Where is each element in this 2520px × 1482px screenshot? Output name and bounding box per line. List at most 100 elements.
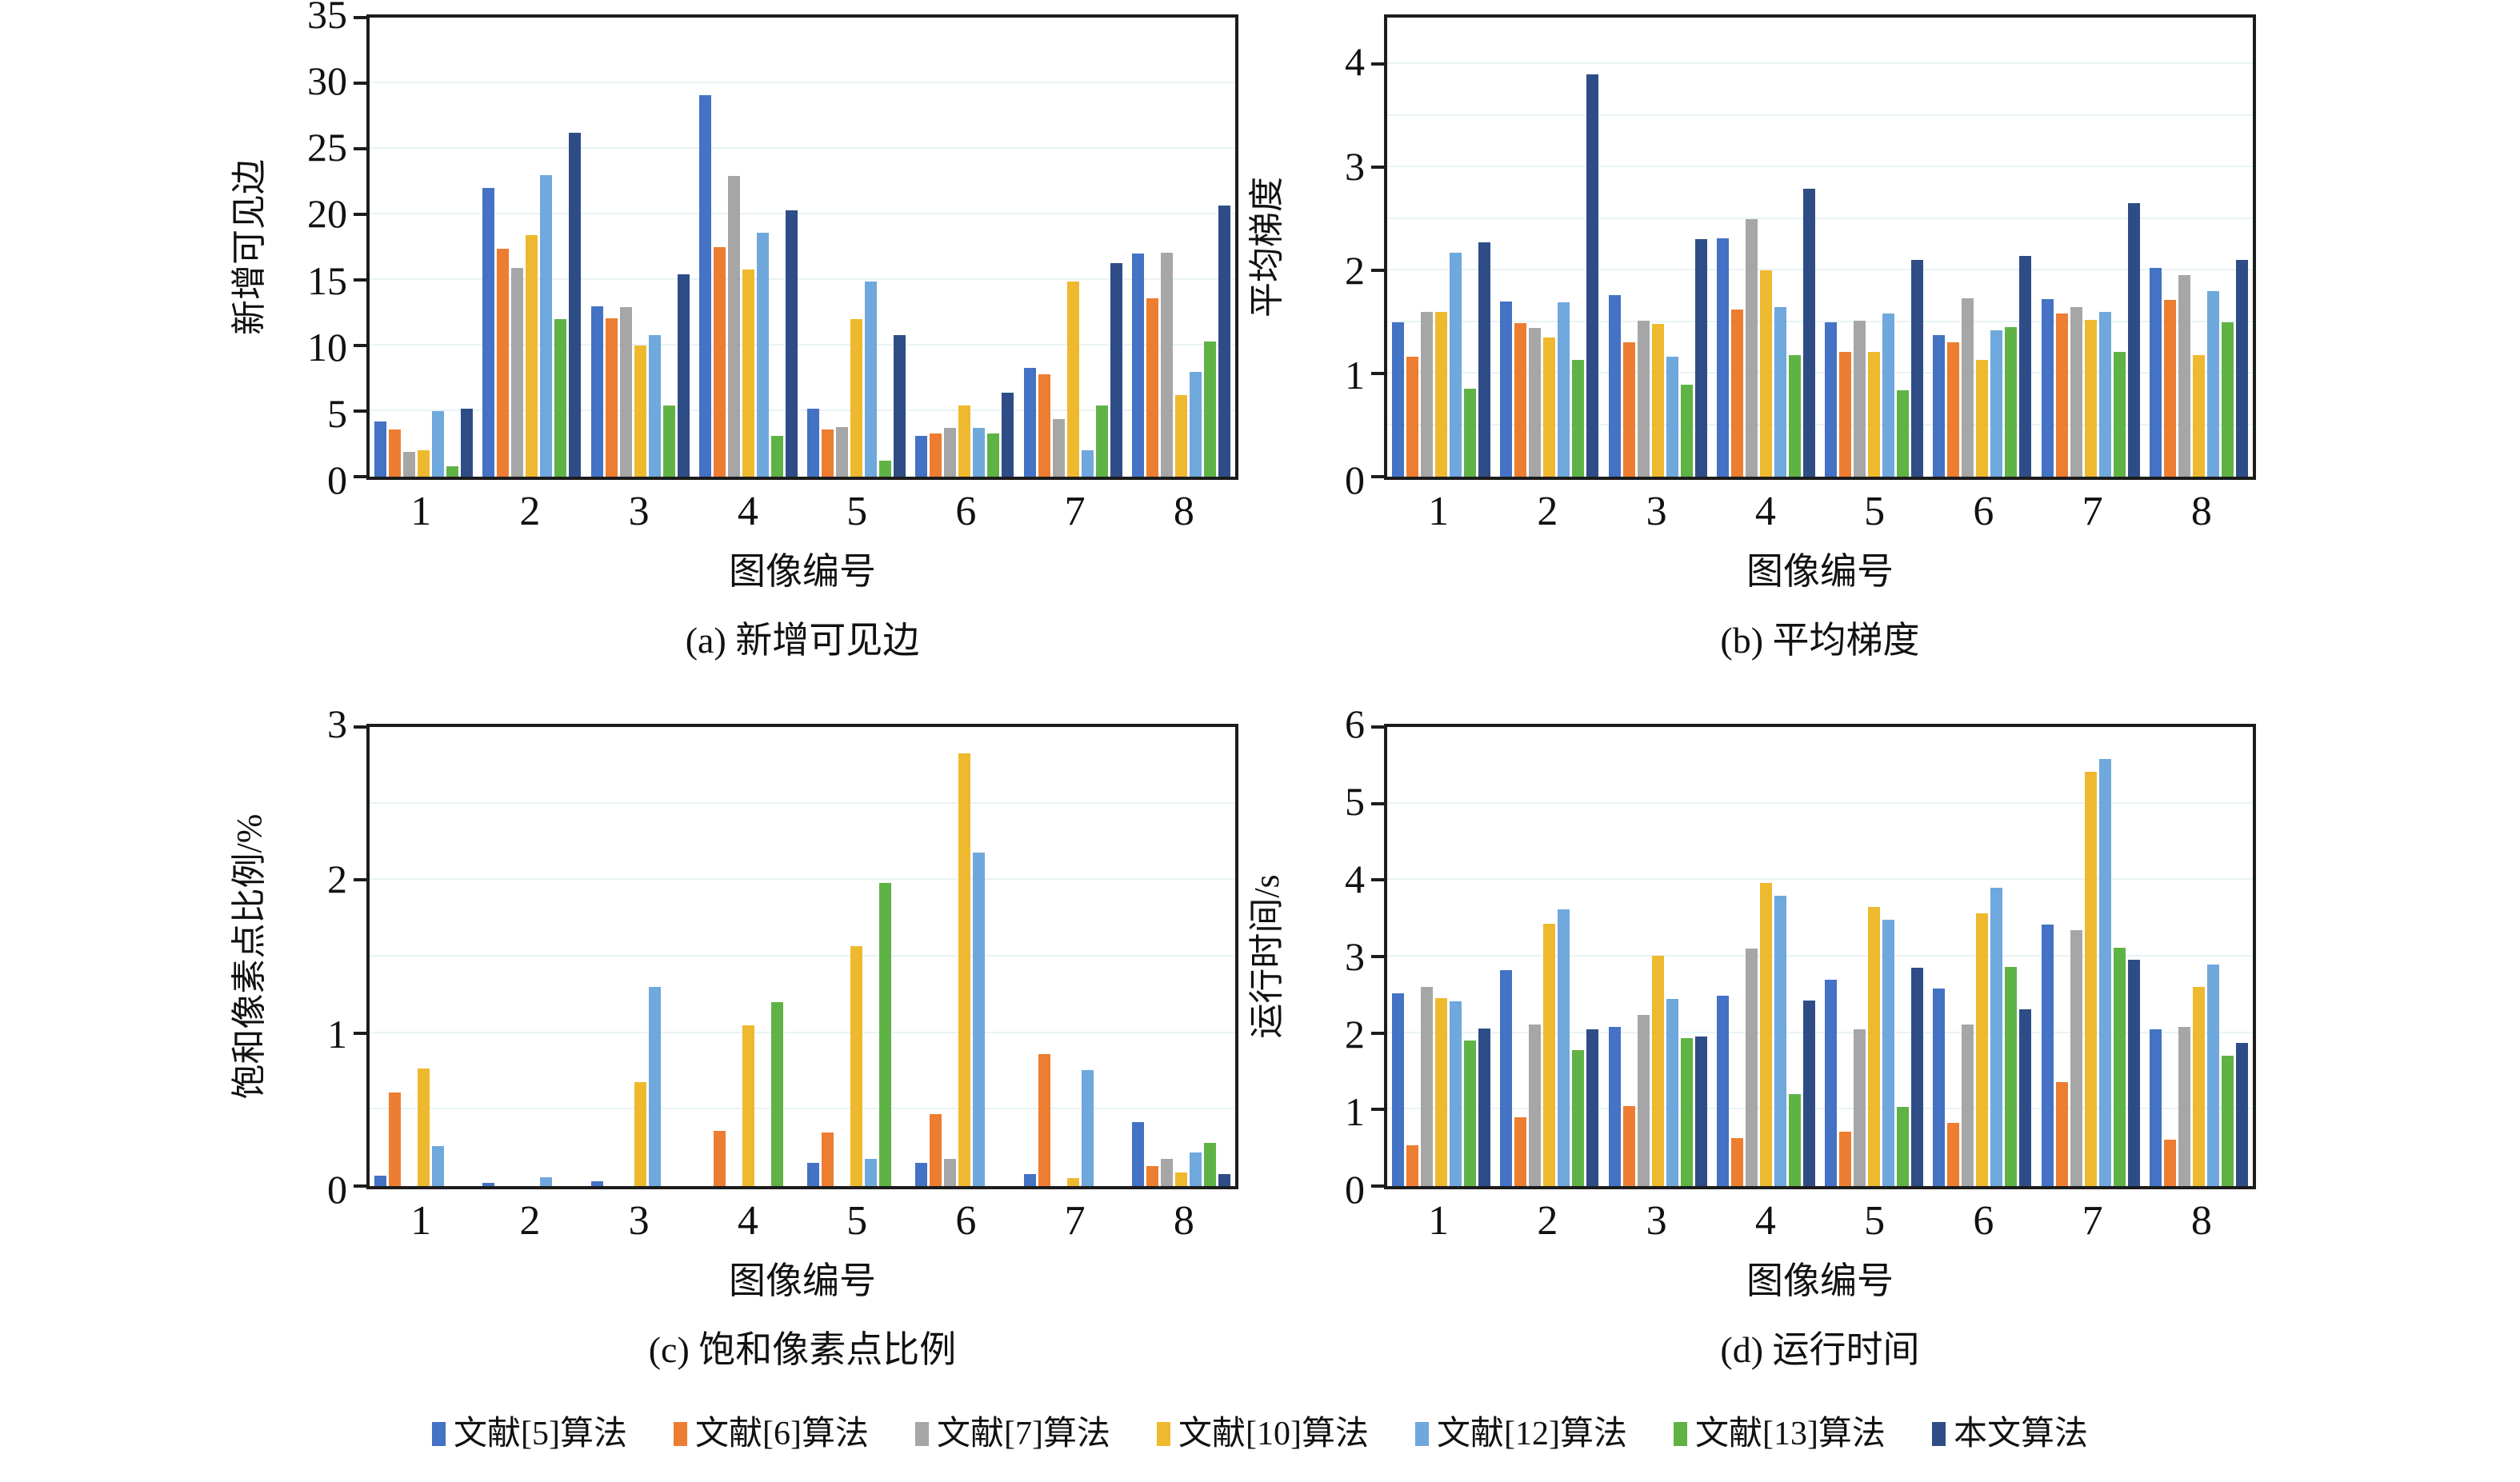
bar-series-3 [1421,311,1434,477]
gridline [1387,114,2253,116]
bar-series-1 [590,306,603,477]
bar-group-7 [2037,18,2145,477]
x-tick-label: 4 [1754,489,1776,534]
bar-series-2 [497,248,510,477]
bar-series-4 [1868,906,1881,1186]
bar-group-2 [478,727,586,1186]
bar-series-2 [930,433,942,477]
bar-series-5 [973,852,986,1186]
bar-series-2 [1839,351,1852,477]
bar-series-7 [1478,242,1491,477]
y-tick-mark [1371,372,1387,376]
bar-series-4 [1976,913,1989,1186]
bar-series-5 [1774,307,1786,477]
bar-series-3 [727,176,740,477]
bar-series-5 [1882,314,1895,477]
bar-series-4 [958,753,971,1186]
plot-area [354,724,1238,1189]
bar-series-5 [648,334,661,477]
gridline [1387,320,2253,322]
bar-series-2 [2055,1081,2068,1186]
x-tick-label: 6 [955,1198,977,1244]
bar-series-3 [2070,307,2082,477]
bar-series-5 [1666,998,1678,1186]
y-tick-mark [354,878,370,882]
bar-series-7 [2127,203,2140,477]
bar-series-6 [2005,967,2018,1186]
bar-series-4 [1543,923,1556,1186]
bar-series-5 [1081,450,1094,477]
bar-series-1 [1131,254,1144,477]
gridline [370,801,1235,804]
bar-series-6 [2005,326,2018,477]
bar-series-5 [1450,1001,1462,1186]
bar-series-5 [973,428,986,477]
bar-series-7 [2019,255,2032,477]
gridline [370,409,1235,411]
legend-label: 本文算法 [1953,1416,2088,1452]
bar-series-1 [1500,301,1513,477]
bar-series-3 [2070,930,2082,1186]
bar-group-1 [370,18,478,477]
y-tick-mark [354,16,370,19]
bar-series-4 [1759,883,1772,1186]
bar-series-6 [1680,385,1693,477]
bar-group-7 [2037,727,2145,1186]
bar-group-4 [1712,18,1820,477]
bar-series-4 [1759,270,1772,477]
y-tick-label: 1 [1345,1089,1365,1134]
bar-series-5 [648,987,661,1186]
bar-series-4 [2084,771,2097,1186]
bar-series-7 [1694,239,1707,477]
y-tick-mark [354,1184,370,1188]
bar-series-7 [2127,959,2140,1186]
y-tick-label: 5 [327,390,347,436]
bar-series-7 [1218,205,1230,477]
gridline [1387,801,2253,804]
bar-group-3 [586,18,694,477]
bar-series-1 [374,421,387,477]
bar-series-4 [850,319,863,477]
bar-series-6 [554,319,567,477]
y-tick-mark [354,344,370,347]
bar-group-1 [1387,727,1495,1186]
y-tick-label: 35 [307,0,347,37]
bar-series-6 [1897,1107,1910,1186]
legend-item: 本文算法 [1931,1416,2088,1452]
y-tick-label: 4 [1345,38,1365,84]
bar-series-5 [432,1146,445,1186]
bar-series-1 [2149,1029,2162,1186]
bar-group-3 [1604,18,1712,477]
bar-series-5 [1990,887,2003,1186]
bar-series-7 [1694,1037,1707,1186]
bar-series-5 [1990,330,2003,477]
x-tick-label: 6 [1973,1198,1994,1244]
bar-series-3 [944,428,957,477]
bar-series-7 [1911,260,1924,477]
plot-area [1371,724,2256,1189]
bar-series-7 [1002,393,1014,477]
bar-series-2 [1146,298,1158,477]
bar-series-1 [1392,322,1405,477]
bar-group-1 [370,727,478,1186]
legend-swatch-icon [1673,1422,1687,1446]
bar-series-5 [540,1176,553,1186]
bar-series-1 [1933,335,1946,477]
bar-series-1 [1716,995,1729,1186]
bar-series-7 [2019,1009,2032,1186]
bar-series-5 [756,232,769,477]
bar-series-1 [2149,268,2162,477]
bar-group-2 [1495,18,1603,477]
bar-series-2 [1730,310,1743,477]
bar-group-4 [694,727,802,1186]
bar-series-4 [2192,354,2205,477]
bar-series-1 [1023,367,1036,477]
bar-series-4 [2084,319,2097,477]
bar-group-8 [1127,18,1235,477]
bar-series-1 [2041,924,2054,1186]
bar-series-2 [2163,300,2176,477]
y-tick-mark [354,82,370,85]
bar-series-4 [634,1081,646,1186]
